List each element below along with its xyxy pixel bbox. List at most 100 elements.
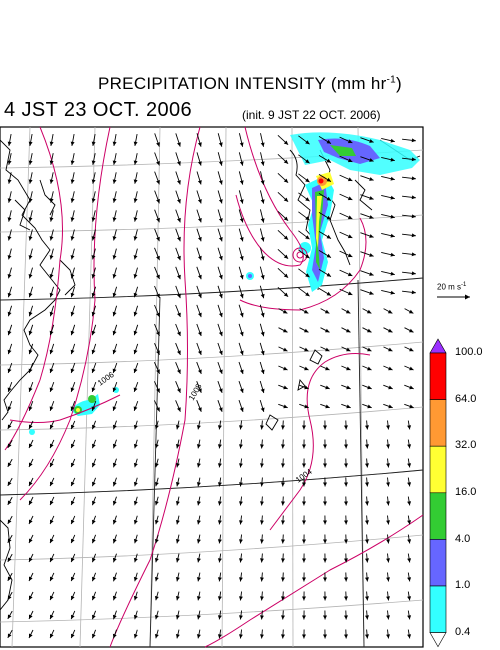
wind-arrow-head — [156, 217, 160, 223]
colorbar — [429, 338, 447, 648]
wind-arrow-head — [239, 407, 244, 412]
wind-arrow-head — [156, 293, 160, 298]
wind-arrow-head — [156, 331, 160, 336]
wind-arrow-head — [365, 577, 369, 582]
wind-arrow-head — [346, 404, 351, 409]
wind-arrow-head — [305, 197, 310, 202]
wind-arrow-head — [325, 404, 330, 409]
wind-arrow-head — [347, 253, 353, 258]
wind-arrow-head — [302, 615, 306, 620]
wind-arrow-head — [70, 387, 75, 392]
wind-arrow-head — [367, 328, 372, 333]
wind-arrow-head — [71, 424, 75, 430]
wind-arrow-head — [7, 387, 12, 392]
wind-arrow-head — [177, 236, 181, 242]
wind-arrow-head — [112, 368, 117, 373]
wind-arrow-head — [29, 424, 33, 429]
wind-arrow-head — [239, 463, 243, 468]
wind-arrow-head — [198, 218, 202, 223]
wind-arrow-head — [302, 596, 306, 601]
wind-arrow-head — [29, 443, 33, 448]
wind-arrow-head — [282, 309, 288, 314]
wind-arrow-head — [175, 539, 180, 544]
wind-arrow-head — [260, 482, 264, 487]
wind-arrow-head — [156, 369, 160, 374]
wind-arrow-head — [302, 520, 306, 525]
wind-arrow-head — [239, 615, 243, 620]
colorbar-label: 32.0 — [455, 439, 477, 451]
wind-arrow-head — [198, 350, 202, 355]
wind-arrow-head — [344, 425, 348, 430]
map-title: PRECIPITATION INTENSITY (mm hr-1) — [97, 74, 403, 93]
wind-arrow-head — [28, 198, 33, 203]
wind-arrow-head — [217, 539, 222, 544]
wind-arrow-head — [177, 199, 181, 204]
wind-arrow-head — [112, 424, 117, 430]
wind-arrow-head — [70, 198, 75, 203]
wind-arrow-head — [388, 328, 393, 333]
wind-arrow-head — [7, 198, 12, 203]
wind-arrow-head — [133, 368, 138, 373]
wind-arrow-head — [28, 330, 33, 336]
wind-arrow-head — [302, 425, 306, 430]
wind-arrow-head — [407, 634, 412, 639]
wind-arrow-head — [197, 199, 202, 204]
wind-arrow-head — [156, 142, 160, 147]
wind-arrow-head — [323, 615, 327, 620]
wind-arrow-head — [198, 255, 202, 261]
wind-arrow-head — [70, 406, 75, 411]
wind-arrow-head — [323, 577, 327, 582]
wind-arrow-head — [112, 198, 117, 203]
wind-arrow-head — [347, 177, 353, 182]
wind-arrow-head — [133, 614, 138, 620]
wind-arrow-head — [390, 138, 395, 143]
wind-arrow-head — [390, 176, 395, 181]
colorbar-segment — [429, 585, 447, 633]
wind-arrow-head — [29, 557, 33, 562]
isobars — [4, 126, 424, 648]
wind-arrow-head — [386, 558, 390, 563]
wind-arrow-head — [407, 463, 412, 468]
wind-arrow-head — [70, 349, 75, 355]
wind-arrow-head — [133, 311, 138, 317]
wind-arrow-head — [411, 176, 416, 181]
wind-arrow-head — [366, 309, 372, 314]
wind-arrow-head — [154, 596, 159, 601]
wind-arrow-head — [323, 425, 327, 430]
wind-arrow-head — [239, 444, 243, 449]
wind-arrow-head — [411, 157, 416, 162]
wind-arrow-head — [365, 425, 369, 430]
wind-arrow-head — [326, 291, 331, 296]
wind-arrow-head — [112, 217, 117, 222]
wind-arrow-head — [28, 217, 33, 222]
wind-arrow-head — [29, 538, 33, 543]
wind-arrow-head — [369, 196, 374, 200]
wind-arrow-head — [323, 463, 327, 468]
wind-arrow-head — [218, 274, 223, 280]
wind-arrow-head — [7, 633, 12, 638]
wind-arrow-head — [305, 292, 310, 297]
wind-arrow-head — [283, 216, 289, 221]
wind-arrow-head — [305, 254, 310, 259]
wind-arrow-head — [386, 444, 390, 449]
wind-arrow-head — [260, 331, 265, 337]
wind-arrow-head — [175, 501, 180, 506]
wind-arrow-head — [7, 274, 12, 279]
wind-arrow-head — [91, 236, 96, 241]
wind-arrow-head — [196, 463, 201, 468]
wind-arrow-head — [92, 557, 96, 563]
wind-arrow-head — [70, 368, 75, 373]
wind-arrow-head — [365, 539, 369, 544]
wind-arrow-head — [154, 425, 159, 430]
wind-arrow-head — [239, 142, 244, 147]
wind-arrow-head — [239, 634, 243, 639]
wind-arrow-head — [344, 444, 348, 449]
wind-arrow-head — [304, 347, 309, 352]
wind-arrow-head — [28, 292, 33, 298]
wind-arrow-head — [326, 139, 331, 144]
wind-arrow-head — [175, 577, 180, 582]
wind-arrow-head — [283, 178, 289, 183]
valid-time: 4 JST 23 OCT. 2006 — [4, 99, 193, 121]
wind-arrow-head — [325, 366, 330, 371]
wind-arrow-head — [260, 180, 265, 185]
